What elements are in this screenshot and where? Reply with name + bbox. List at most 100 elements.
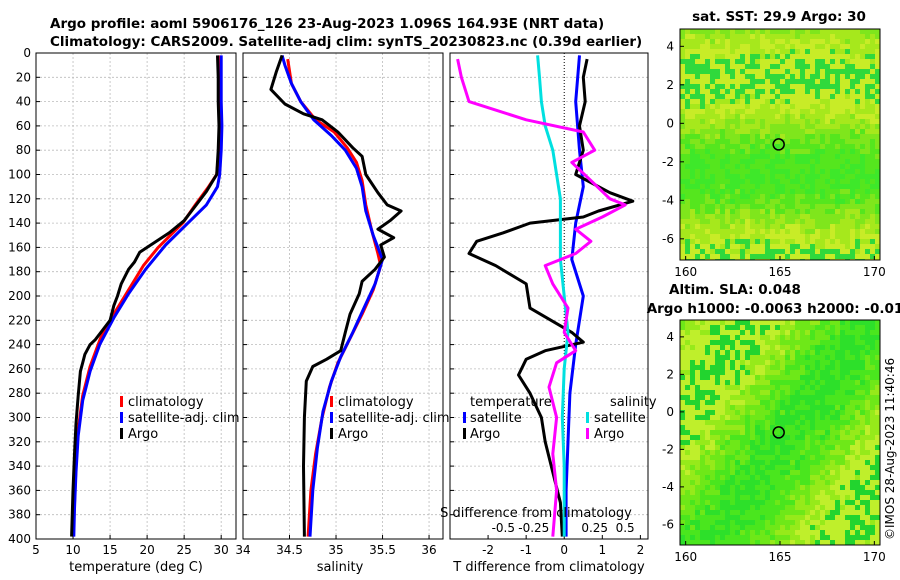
map-cell: [710, 440, 715, 445]
map-cell: [740, 244, 745, 249]
map-cell: [870, 164, 875, 169]
map-cell: [810, 515, 815, 520]
map-cell: [750, 214, 755, 219]
map-cell: [735, 149, 740, 154]
map-cell: [810, 109, 815, 114]
map-cell: [710, 234, 715, 239]
map-cell: [855, 144, 860, 149]
map-cell: [775, 44, 780, 49]
map-cell: [695, 139, 700, 144]
map-cell: [700, 350, 705, 355]
map-cell: [705, 505, 710, 510]
map-cell: [760, 340, 765, 345]
map-cell: [695, 64, 700, 69]
map-cell: [705, 410, 710, 415]
map-cell: [710, 410, 715, 415]
map-cell: [745, 179, 750, 184]
map-cell: [690, 410, 695, 415]
map-cell: [875, 425, 880, 430]
map-cell: [690, 510, 695, 515]
map-cell: [835, 465, 840, 470]
map-cell: [860, 34, 865, 39]
map-cell: [870, 89, 875, 94]
map-cell: [795, 455, 800, 460]
map-cell: [695, 440, 700, 445]
map-cell: [740, 390, 745, 395]
map-cell: [795, 79, 800, 84]
map-cell: [740, 204, 745, 209]
map-cell: [785, 244, 790, 249]
map-cell: [790, 395, 795, 400]
map-cell: [700, 375, 705, 380]
map-cell: [695, 29, 700, 34]
map-cell: [740, 540, 745, 545]
map-cell: [710, 189, 715, 194]
map-cell: [820, 174, 825, 179]
map-cell: [700, 455, 705, 460]
map-cell: [750, 159, 755, 164]
map-cell: [750, 460, 755, 465]
map-cell: [690, 335, 695, 340]
map-cell: [710, 425, 715, 430]
map-cell: [845, 164, 850, 169]
map-cell: [830, 490, 835, 495]
map-cell: [820, 395, 825, 400]
map-cell: [745, 89, 750, 94]
map-cell: [760, 330, 765, 335]
map-cell: [755, 224, 760, 229]
map-cell: [860, 530, 865, 535]
map-cell: [715, 505, 720, 510]
map-cell: [745, 490, 750, 495]
map-cell: [815, 375, 820, 380]
map-cell: [810, 370, 815, 375]
map-cell: [765, 535, 770, 540]
map-cell: [835, 415, 840, 420]
map-cell: [855, 204, 860, 209]
map-cell: [735, 415, 740, 420]
map-cell: [695, 239, 700, 244]
map-cell: [820, 445, 825, 450]
map-cell: [865, 39, 870, 44]
map-cell: [860, 415, 865, 420]
map-cell: [865, 540, 870, 545]
map-cell: [690, 440, 695, 445]
map-cell: [770, 500, 775, 505]
map-cell: [790, 370, 795, 375]
map-cell: [875, 174, 880, 179]
map-cell: [825, 114, 830, 119]
map-cell: [820, 204, 825, 209]
map-cell: [865, 340, 870, 345]
map-cell: [790, 380, 795, 385]
map-cell: [830, 385, 835, 390]
map-cell: [760, 214, 765, 219]
map-cell: [845, 495, 850, 500]
map-cell: [835, 59, 840, 64]
map-cell: [710, 59, 715, 64]
map-cell: [735, 64, 740, 69]
map-cell: [700, 495, 705, 500]
map-cell: [700, 460, 705, 465]
map-cell: [765, 495, 770, 500]
map-cell: [755, 440, 760, 445]
map-cell: [680, 460, 685, 465]
map-cell: [840, 445, 845, 450]
map-cell: [760, 144, 765, 149]
map-cell: [750, 249, 755, 254]
map-cell: [780, 229, 785, 234]
map-cell: [720, 109, 725, 114]
map-cell: [830, 54, 835, 59]
legend-swatch-t-satellite: [463, 412, 466, 423]
map-cell: [750, 229, 755, 234]
map-cell: [735, 204, 740, 209]
map-cell: [785, 335, 790, 340]
map-cell: [695, 410, 700, 415]
series-line-argo: [269, 54, 403, 537]
map-cell: [800, 520, 805, 525]
map-cell: [775, 340, 780, 345]
map-cell: [850, 104, 855, 109]
map-cell: [735, 199, 740, 204]
map-cell: [790, 249, 795, 254]
x-tick-label: 30: [214, 543, 229, 557]
depth-tick-label: 180: [8, 265, 31, 279]
map-cell: [800, 430, 805, 435]
